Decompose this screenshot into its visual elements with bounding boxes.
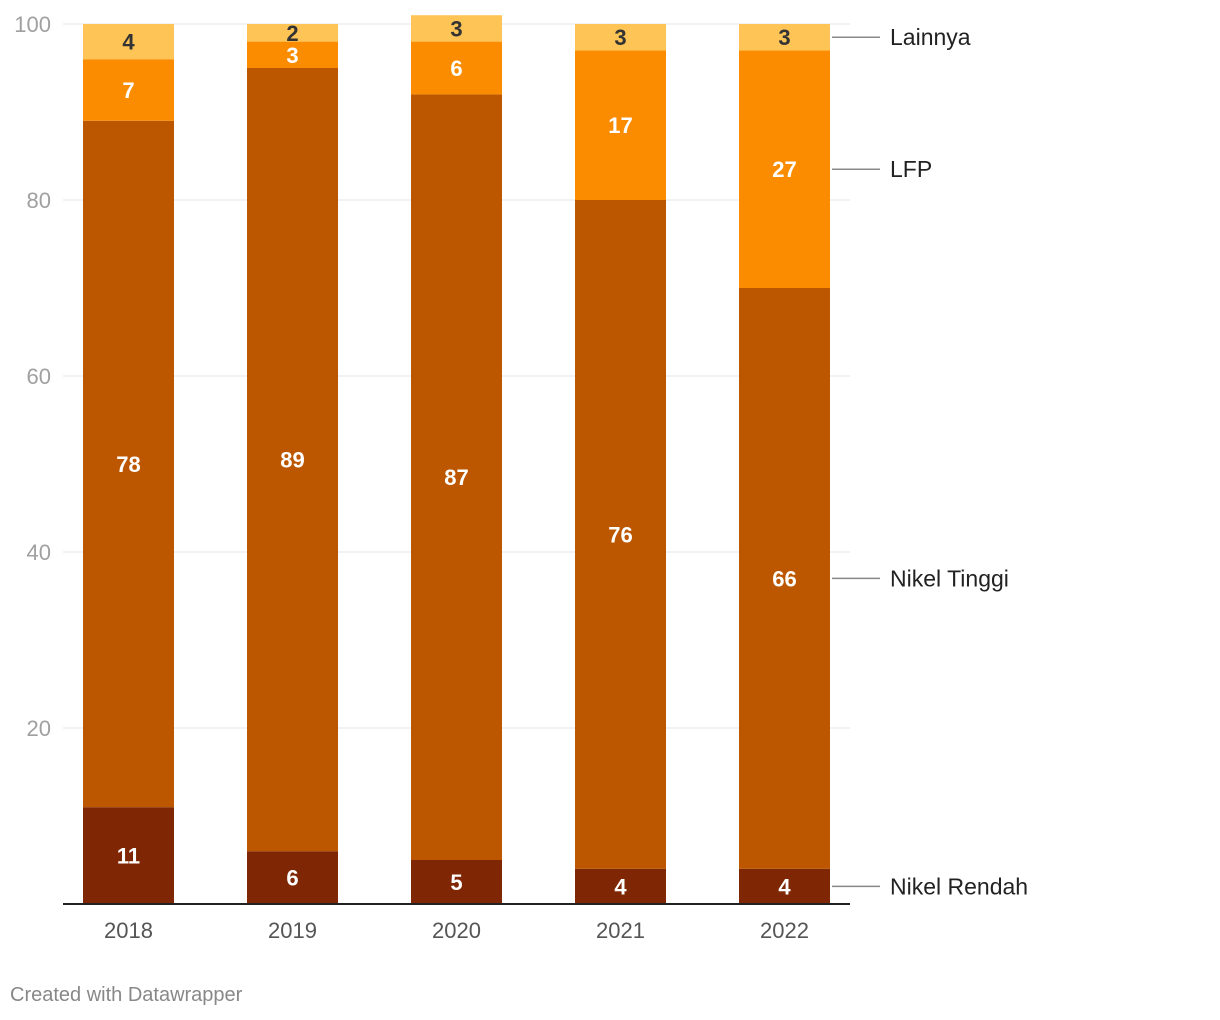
bar-segment-2020-lfp[interactable] (411, 41, 502, 95)
y-tick-label-40: 40 (27, 540, 51, 565)
bar-stack-2018: 11 78 7 4 (83, 24, 174, 904)
data-label-2018-lainnya: 4 (122, 30, 135, 55)
bar-segment-2022-nikel-rendah[interactable] (739, 868, 830, 904)
legend-label-nikel-rendah: Nikel Rendah (890, 873, 1028, 899)
data-label-2022-nikel-rendah: 4 (778, 874, 791, 899)
bar-segment-2018-lfp[interactable] (83, 59, 174, 121)
x-tick-label-2018: 2018 (104, 918, 153, 943)
bar-segment-2021-lfp[interactable] (575, 50, 666, 201)
bar-segment-2022-lainnya[interactable] (739, 24, 830, 51)
bar-segment-2019-lainnya[interactable] (247, 24, 338, 42)
y-tick-label-60: 60 (27, 364, 51, 389)
bar-segment-2020-lainnya[interactable] (411, 15, 502, 42)
bar-segment-2021-lainnya[interactable] (575, 24, 666, 51)
y-tick-label-80: 80 (27, 188, 51, 213)
data-label-2019-lfp: 3 (286, 43, 298, 68)
data-label-2020-nikel-rendah: 5 (450, 870, 462, 895)
bar-segment-2021-nikel-rendah[interactable] (575, 868, 666, 904)
x-tick-label-2019: 2019 (268, 918, 317, 943)
data-label-2020-lfp: 6 (450, 56, 462, 81)
data-label-2021-lainnya: 3 (614, 25, 626, 50)
bar-segment-2020-nikel-rendah[interactable] (411, 860, 502, 904)
datawrapper-credit[interactable]: Created with Datawrapper (10, 984, 243, 1006)
y-axis: 20 40 60 80 100 (14, 12, 51, 741)
bar-stack-2020: 5 87 6 3 (411, 15, 502, 904)
data-label-2019-nikel-tinggi: 89 (280, 448, 304, 473)
data-label-2018-nikel-tinggi: 78 (116, 452, 140, 477)
bar-stack-2019: 6 89 32 (247, 21, 338, 904)
bar-segment-2022-lfp[interactable] (739, 50, 830, 289)
bar-segment-2018-lainnya[interactable] (83, 24, 174, 60)
data-label-2022-lainnya: 3 (778, 25, 790, 50)
x-tick-label-2021: 2021 (596, 918, 645, 943)
x-tick-label-2022: 2022 (760, 918, 809, 943)
bar-segment-2018-nikel-tinggi[interactable] (83, 120, 174, 808)
bar-segment-2019-lfp[interactable] (247, 41, 338, 68)
y-tick-label-20: 20 (27, 716, 51, 741)
data-label-2020-nikel-tinggi: 87 (444, 465, 468, 490)
data-label-2018-lfp: 7 (122, 78, 134, 103)
bar-segment-2019-nikel-tinggi[interactable] (247, 68, 338, 852)
legend-label-nikel-tinggi: Nikel Tinggi (890, 565, 1009, 591)
x-tick-label-2020: 2020 (432, 918, 481, 943)
data-label-2022-nikel-tinggi: 66 (772, 566, 796, 591)
legend-label-lainnya: Lainnya (890, 24, 971, 50)
data-label-2022-lfp: 27 (772, 157, 796, 182)
bar-stack-2021: 4 76 17 3 (575, 24, 666, 904)
bar-segment-2020-nikel-tinggi[interactable] (411, 94, 502, 860)
bar-segment-2018-nikel-rendah[interactable] (83, 807, 174, 904)
data-label-2018-nikel-rendah: 11 (117, 844, 140, 869)
legend: Nikel Rendah Nikel Tinggi LFP Lainnya (832, 24, 1028, 899)
data-label-2019-nikel-rendah: 6 (286, 866, 298, 891)
bar-segment-2021-nikel-tinggi[interactable] (575, 200, 666, 869)
x-axis-labels: 2018 2019 2020 2021 2022 (104, 918, 809, 943)
data-label-2019-lainnya: 2 (286, 21, 298, 46)
data-label-2021-lfp: 17 (608, 113, 632, 138)
data-label-2020-lainnya: 3 (450, 16, 462, 41)
y-tick-label-100: 100 (14, 12, 51, 37)
data-label-2021-nikel-rendah: 4 (614, 874, 627, 899)
legend-label-lfp: LFP (890, 156, 932, 182)
bar-segment-2019-nikel-rendah[interactable] (247, 851, 338, 904)
bar-stack-2022: 4 66 27 3 (739, 24, 830, 904)
data-label-2021-nikel-tinggi: 76 (608, 522, 632, 547)
bar-segment-2022-nikel-tinggi[interactable] (739, 288, 830, 869)
